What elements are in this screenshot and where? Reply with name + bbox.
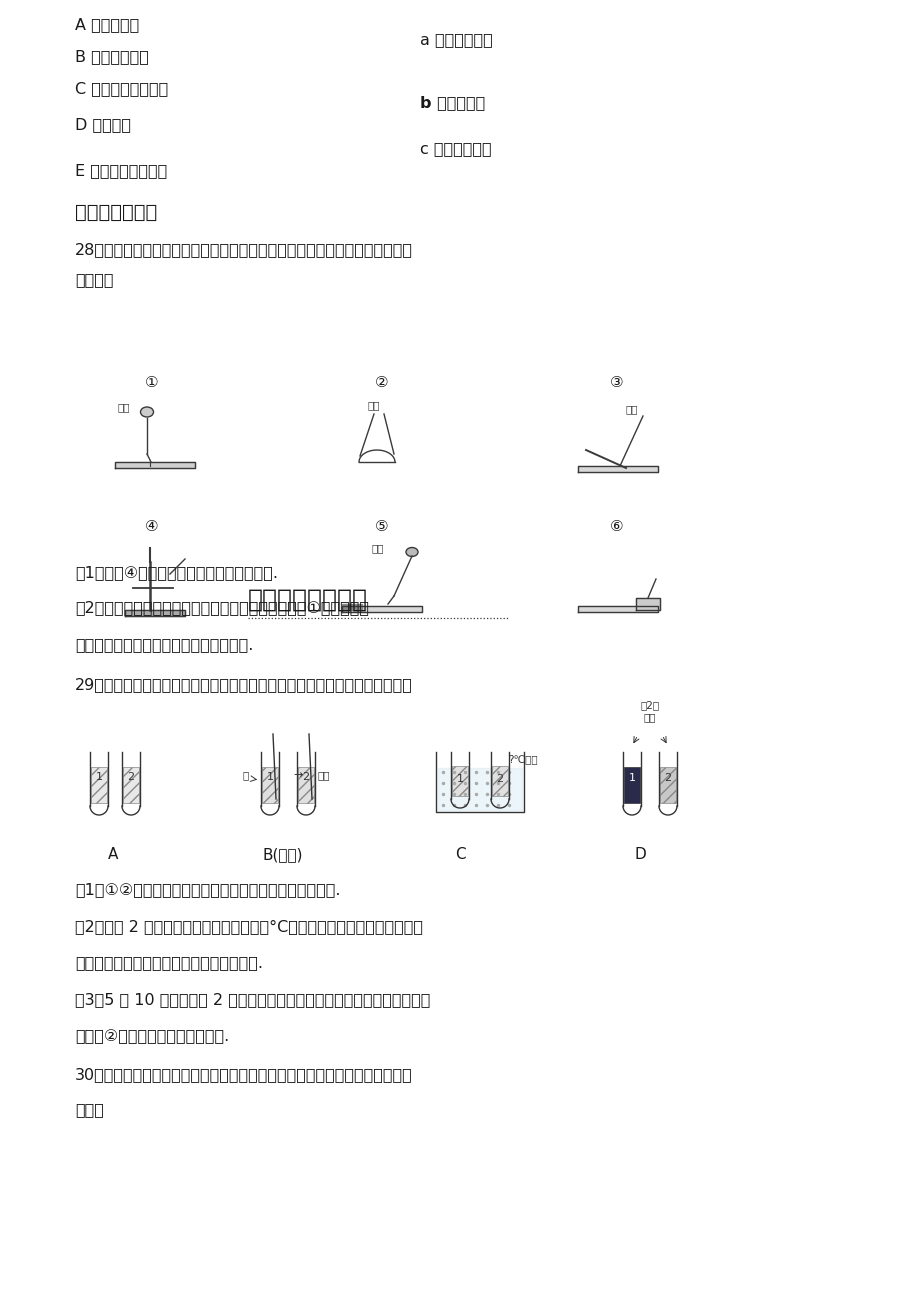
Text: （3）5 到 10 分钟后取出 2 只试管，各滴加两滴碘液，摇匀，其中不变蓝的: （3）5 到 10 分钟后取出 2 只试管，各滴加两滴碘液，摇匀，其中不变蓝的: [75, 992, 430, 1006]
Text: D: D: [634, 848, 646, 862]
Text: 滴管: 滴管: [117, 402, 130, 411]
Polygon shape: [577, 605, 657, 612]
Text: 加2滴
碘液: 加2滴 碘液: [640, 700, 659, 723]
Text: 1: 1: [456, 773, 463, 784]
Text: 水: 水: [243, 769, 249, 780]
Text: 2: 2: [664, 773, 671, 783]
Text: （2）若要制作＿＿＿＿＿＿＿＿＿临时装片，在环节①所滴液体应: （2）若要制作＿＿＿＿＿＿＿＿＿临时装片，在环节①所滴液体应: [75, 600, 369, 615]
Text: ①: ①: [145, 375, 158, 391]
Text: ②: ②: [375, 375, 388, 391]
Polygon shape: [577, 466, 657, 473]
Polygon shape: [115, 462, 195, 467]
Text: 试管是②号，原因是＿＿＿＿＿＿.: 试管是②号，原因是＿＿＿＿＿＿.: [75, 1029, 229, 1044]
Text: c 保护易感人群: c 保护易感人群: [420, 141, 491, 156]
Text: C: C: [455, 848, 465, 862]
Text: 2: 2: [128, 772, 134, 783]
Text: ?℃水浴: ?℃水浴: [507, 754, 537, 764]
Polygon shape: [342, 605, 422, 612]
Text: 镊子: 镊子: [367, 400, 380, 410]
Text: ⑤: ⑤: [375, 519, 388, 534]
Text: 1: 1: [628, 773, 635, 783]
Text: 1: 1: [96, 772, 102, 783]
Text: 三、试验探究题: 三、试验探究题: [75, 203, 157, 223]
Text: B(搞拌): B(搞拌): [262, 848, 302, 862]
Text: 滴管: 滴管: [371, 543, 384, 553]
Text: ③: ③: [609, 375, 623, 391]
Text: C 将传染病患者隔离: C 将传染病患者隔离: [75, 81, 168, 96]
Ellipse shape: [141, 408, 153, 417]
Text: 图回答：: 图回答：: [75, 272, 113, 286]
Text: A 饮用水消毒: A 饮用水消毒: [75, 17, 139, 33]
Text: 2: 2: [496, 773, 503, 784]
Text: 人体口腔上皮细胞: 人体口腔上皮细胞: [248, 589, 368, 612]
Ellipse shape: [405, 548, 417, 556]
Text: ⑥: ⑥: [609, 519, 623, 534]
Text: 唾液: 唾液: [317, 769, 330, 780]
Polygon shape: [125, 611, 185, 616]
Bar: [91, 767, 107, 803]
Text: （1）环节④操作的目的是＿＿＿＿＿＿＿＿.: （1）环节④操作的目的是＿＿＿＿＿＿＿＿.: [75, 565, 278, 579]
Polygon shape: [437, 768, 521, 810]
Text: 镊子: 镊子: [625, 404, 638, 414]
Text: （2）应将 2 只试管同步放到＿＿＿＿＿＿°C的温水中，其目的是模拟人体的: （2）应将 2 只试管同步放到＿＿＿＿＿＿°C的温水中，其目的是模拟人体的: [75, 919, 423, 934]
Bar: [451, 766, 468, 796]
Text: ④: ④: [145, 519, 158, 534]
Text: 30．在「绿叶在光下制造有机物」的试验中，操作如下，请结合所学知识回答: 30．在「绿叶在光下制造有机物」的试验中，操作如下，请结合所学知识回答: [75, 1068, 413, 1082]
Bar: [623, 767, 640, 803]
Text: 29．如图是探究「馒头在口腔中的变化」的试验过程，请你分析并回答问题：: 29．如图是探究「馒头在口腔中的变化」的试验过程，请你分析并回答问题：: [75, 677, 413, 691]
Text: 28．如图是「制作并观测洋葱麞片叶内表皮细胞临时装片」的试验环节，请据: 28．如图是「制作并观测洋葱麞片叶内表皮细胞临时装片」的试验环节，请据: [75, 242, 413, 256]
Bar: [492, 766, 507, 796]
Bar: [262, 767, 278, 803]
Text: 问题；: 问题；: [75, 1101, 104, 1117]
Text: D 接种疫苗: D 接种疫苗: [75, 117, 130, 132]
Polygon shape: [342, 604, 361, 611]
Text: a 切断传播途径: a 切断传播途径: [420, 33, 493, 47]
Text: →: →: [293, 769, 302, 780]
Text: A: A: [108, 848, 119, 862]
Text: 1: 1: [267, 772, 273, 783]
Text: E 积极进行体育锻炼: E 积极进行体育锻炼: [75, 163, 167, 178]
Bar: [298, 767, 313, 803]
Text: 为＿＿＿＿＿＿，其目的是＿＿＿＿＿＿.: 为＿＿＿＿＿＿，其目的是＿＿＿＿＿＿.: [75, 637, 253, 652]
Text: 口腔温度，在此温度时唤液淠粉酶活性最强.: 口腔温度，在此温度时唤液淠粉酶活性最强.: [75, 954, 263, 970]
Polygon shape: [635, 598, 659, 611]
Text: （1）①②试管构成一组对照试验，其变量是＿＿＿＿＿＿.: （1）①②试管构成一组对照试验，其变量是＿＿＿＿＿＿.: [75, 881, 340, 897]
Bar: [659, 767, 675, 803]
Bar: [123, 767, 139, 803]
Text: B 教室开窗通风: B 教室开窗通风: [75, 49, 149, 64]
Text: 2: 2: [302, 772, 309, 783]
Text: b 控制传染源: b 控制传染源: [420, 95, 484, 109]
